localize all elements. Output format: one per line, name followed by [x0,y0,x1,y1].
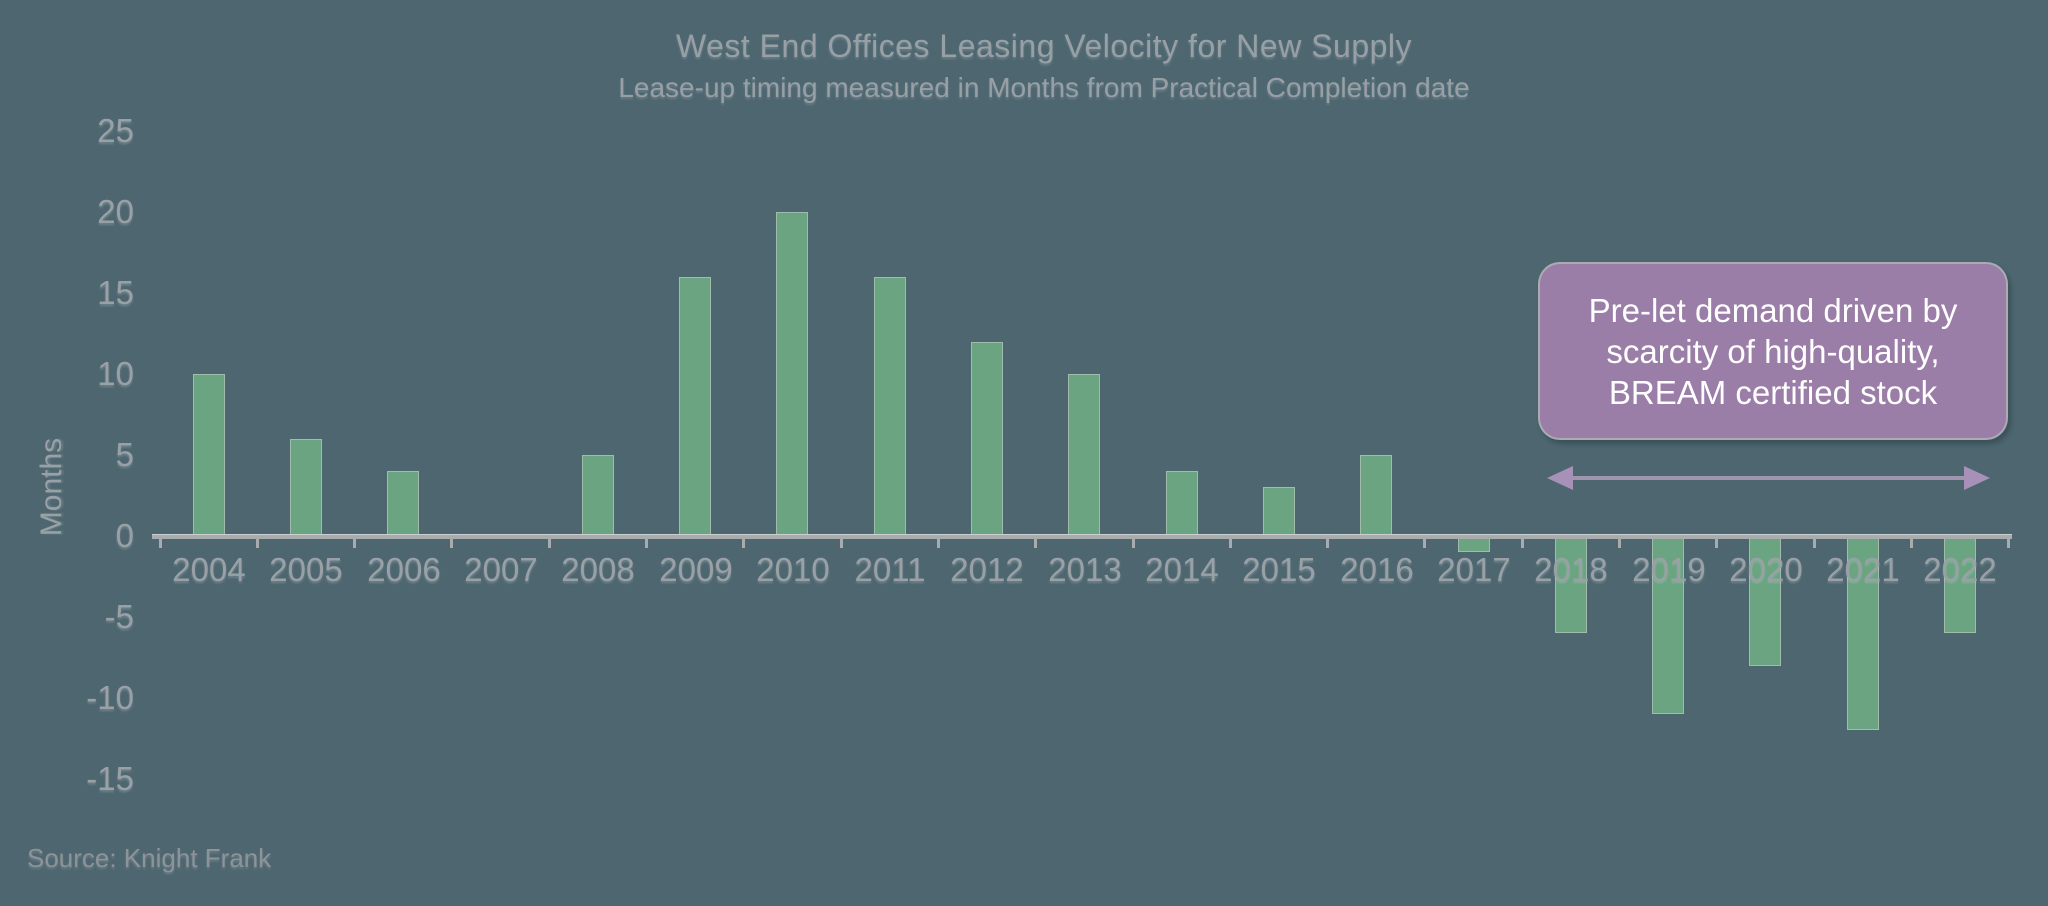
x-axis-label-2016: 2016 [1340,551,1414,588]
arrow-left-head-icon [1547,466,1573,490]
x-axis-label-2009: 2009 [659,551,733,588]
x-axis-label-2021: 2021 [1826,551,1900,588]
x-axis-line [152,534,2012,539]
bar-2014 [1166,471,1198,536]
bar-2013 [1068,374,1100,536]
x-axis-tick [1813,539,1816,548]
x-axis-label-2006: 2006 [367,551,441,588]
x-axis-label-2013: 2013 [1048,551,1122,588]
x-axis-tick [1034,539,1037,548]
y-axis-label-20: 20 [97,193,134,230]
x-axis-label-2015: 2015 [1242,551,1316,588]
x-axis-tick [645,539,648,548]
bar-2005 [290,439,322,536]
x-axis-label-2007: 2007 [464,551,538,588]
x-axis-label-2012: 2012 [950,551,1024,588]
x-axis-tick [1521,539,1524,548]
bar-2011 [874,277,906,536]
x-axis-tick [353,539,356,548]
bar-2009 [679,277,711,536]
bar-2012 [971,342,1003,536]
x-axis-label-2017: 2017 [1437,551,1511,588]
bar-2021 [1847,536,1879,730]
chart-title: West End Offices Leasing Velocity for Ne… [675,28,1413,64]
x-axis-tick [1910,539,1913,548]
bar-2022 [1944,536,1976,633]
x-axis-tick [256,539,259,548]
bar-2016 [1360,455,1392,536]
annotation-box: Pre-let demand driven by scarcity of hig… [1538,262,2008,440]
x-axis-tick [1618,539,1621,548]
x-axis-label-2008: 2008 [561,551,635,588]
bar-2010 [776,212,808,536]
annotation-text: Pre-let demand driven by scarcity of hig… [1588,291,1958,411]
y-axis-label--15: -15 [86,760,134,797]
x-axis-tick [159,539,162,548]
x-axis-tick [2007,539,2010,548]
bar-2018 [1555,536,1587,633]
arrow-right-head-icon [1964,466,1990,490]
source-text: Source: Knight Frank [27,843,272,873]
x-axis-tick [937,539,940,548]
x-axis-tick [1715,539,1718,548]
y-axis-label--10: -10 [86,679,134,716]
y-axis-label-10: 10 [97,355,134,392]
y-axis-label-15: 15 [97,274,134,311]
x-axis-tick [548,539,551,548]
y-axis-label--5: -5 [104,598,134,635]
x-axis-tick [1326,539,1329,548]
x-axis-label-2020: 2020 [1729,551,1803,588]
bar-2006 [387,471,419,536]
bar-2004 [193,374,225,536]
y-axis-label-5: 5 [115,436,134,473]
x-axis-label-2010: 2010 [756,551,830,588]
y-axis-label-25: 25 [97,112,134,149]
bar-2015 [1263,487,1295,536]
x-axis-label-2014: 2014 [1145,551,1219,588]
bar-2020 [1749,536,1781,666]
x-axis-tick [1423,539,1426,548]
x-axis-tick [1229,539,1232,548]
x-axis-label-2005: 2005 [269,551,343,588]
annotation-range-arrow [1568,476,1978,480]
x-axis-tick [840,539,843,548]
x-axis-label-2022: 2022 [1923,551,1997,588]
x-axis-label-2004: 2004 [172,551,246,588]
x-axis-tick [1132,539,1135,548]
bar-2008 [582,455,614,536]
y-axis-label-0: 0 [115,517,134,554]
bar-2019 [1652,536,1684,714]
x-axis-label-2011: 2011 [854,551,926,588]
x-axis-label-2018: 2018 [1534,551,1608,588]
x-axis-label-2019: 2019 [1632,551,1706,588]
x-axis-tick [742,539,745,548]
chart-subtitle: Lease-up timing measured in Months from … [618,72,1470,103]
x-axis-tick [450,539,453,548]
